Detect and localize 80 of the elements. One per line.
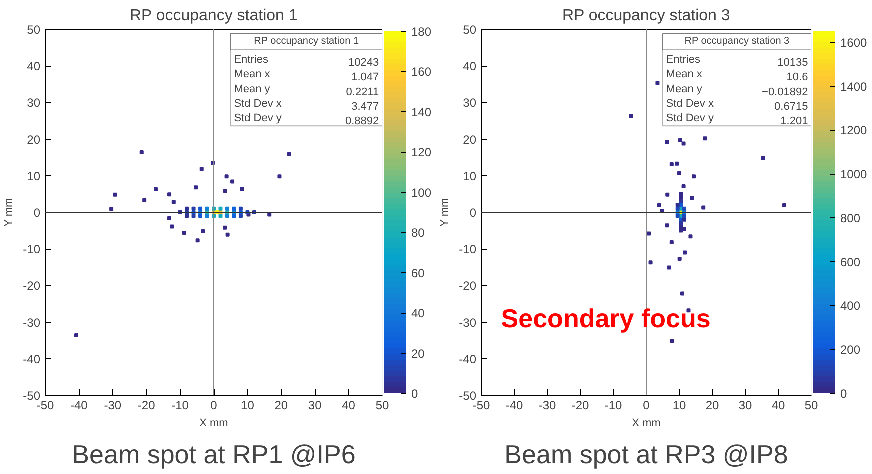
y-tick-label: -10 bbox=[23, 242, 41, 257]
color-bar-label: 400 bbox=[840, 299, 861, 314]
text: Std Dev x 0.6715 bbox=[666, 98, 808, 114]
color-bar-label: 40 bbox=[412, 306, 426, 321]
text: Entries 10135 bbox=[666, 54, 808, 70]
x-tick-label: 30 bbox=[738, 398, 752, 412]
x-axis-title: X mm bbox=[200, 418, 228, 430]
text: Std Dev y 0.8892 bbox=[234, 112, 380, 128]
y-tick-label: -40 bbox=[459, 352, 477, 366]
y-tick-label: 20 bbox=[27, 132, 41, 147]
color-bar-label: 0 bbox=[412, 387, 418, 401]
y-tick-label: 20 bbox=[463, 132, 477, 147]
y-axis-title: Y mm bbox=[3, 198, 16, 227]
x-tick-label: 10 bbox=[241, 398, 255, 412]
color-bar-label: 1600 bbox=[840, 36, 868, 50]
y-tick-label: 10 bbox=[463, 169, 477, 184]
color-bar-label: 180 bbox=[412, 25, 432, 39]
y-tick-label: 30 bbox=[27, 96, 41, 110]
color-bar-label: 200 bbox=[840, 343, 861, 358]
color-bar-label: 1000 bbox=[840, 168, 868, 182]
x-tick-label: 0 bbox=[210, 398, 218, 412]
color-bar-label: 100 bbox=[412, 186, 432, 200]
y-tick-label: 0 bbox=[34, 206, 41, 220]
x-tick-label: 10 bbox=[672, 398, 686, 412]
x-tick-label: -30 bbox=[538, 398, 556, 412]
text: Entries 10243 bbox=[234, 54, 380, 70]
y-tick-label: -40 bbox=[23, 352, 41, 366]
x-tick-label: 0 bbox=[643, 398, 650, 412]
x-tick-label: 40 bbox=[342, 398, 356, 412]
text: Std Dev y 1.201 bbox=[666, 112, 808, 128]
color-bar-label: 0 bbox=[840, 387, 848, 401]
chart-title: RP occupancy station 3 bbox=[562, 8, 730, 24]
color-bar-label: 160 bbox=[412, 65, 432, 80]
x-tick-label: 50 bbox=[376, 398, 390, 412]
y-axis-title: Y mm bbox=[439, 198, 452, 227]
text: Mean x 1.047 bbox=[234, 68, 380, 84]
color-bar-label: 1200 bbox=[840, 124, 868, 138]
x-tick-label: -10 bbox=[604, 398, 622, 412]
y-tick-label: 50 bbox=[463, 23, 477, 37]
x-tick-label: 20 bbox=[706, 398, 720, 412]
color-bar-label: 140 bbox=[412, 105, 432, 120]
y-tick-label: -30 bbox=[23, 316, 41, 330]
annotation: RP occupancy station 3 bbox=[684, 36, 790, 48]
y-tick-label: 30 bbox=[463, 96, 477, 110]
x-tick-label: 40 bbox=[772, 398, 786, 412]
text: Mean x 10.6 bbox=[666, 68, 808, 84]
x-axis-title: X mm bbox=[632, 418, 661, 430]
y-tick-label: 40 bbox=[463, 60, 477, 74]
x-tick-label: 20 bbox=[274, 398, 288, 412]
color-bar-label: 1400 bbox=[840, 80, 868, 94]
y-tick-label: 0 bbox=[470, 206, 477, 220]
color-bar-label: 60 bbox=[412, 266, 426, 280]
x-tick-label: 30 bbox=[308, 398, 322, 412]
text: Mean y 0.2211 bbox=[234, 83, 380, 98]
y-tick-label: -10 bbox=[459, 242, 477, 257]
x-tick-label: -20 bbox=[138, 398, 156, 412]
y-tick-label: 50 bbox=[27, 23, 41, 37]
x-tick-label: -40 bbox=[506, 398, 524, 412]
y-tick-label: 10 bbox=[27, 169, 41, 184]
color-bar-label: 800 bbox=[840, 211, 861, 226]
annotation: Secondary focus bbox=[501, 303, 711, 334]
color-bar-label: 80 bbox=[412, 226, 426, 240]
y-tick-label: -20 bbox=[23, 279, 41, 294]
x-tick-label: -30 bbox=[104, 398, 122, 412]
text: Beam spot at RP3 @IP8 bbox=[504, 440, 788, 470]
x-tick-label: 50 bbox=[804, 398, 818, 412]
x-tick-label: -20 bbox=[572, 398, 590, 412]
x-tick-label: -10 bbox=[172, 398, 190, 412]
chart-title: RP occupancy station 1 bbox=[130, 8, 298, 24]
y-tick-label: -20 bbox=[459, 279, 477, 294]
text: Mean y −0.01892 bbox=[666, 83, 808, 98]
text: Std Dev x 3.477 bbox=[234, 98, 380, 114]
text: Beam spot at RP1 @IP6 bbox=[72, 440, 356, 470]
y-tick-label: 40 bbox=[27, 60, 41, 74]
y-tick-label: -30 bbox=[459, 316, 477, 330]
color-bar-label: 600 bbox=[840, 255, 861, 270]
color-bar-label: 20 bbox=[412, 346, 426, 361]
annotation: RP occupancy station 1 bbox=[254, 36, 360, 48]
color-bar-label: 120 bbox=[412, 146, 432, 160]
x-tick-label: -40 bbox=[70, 398, 88, 412]
